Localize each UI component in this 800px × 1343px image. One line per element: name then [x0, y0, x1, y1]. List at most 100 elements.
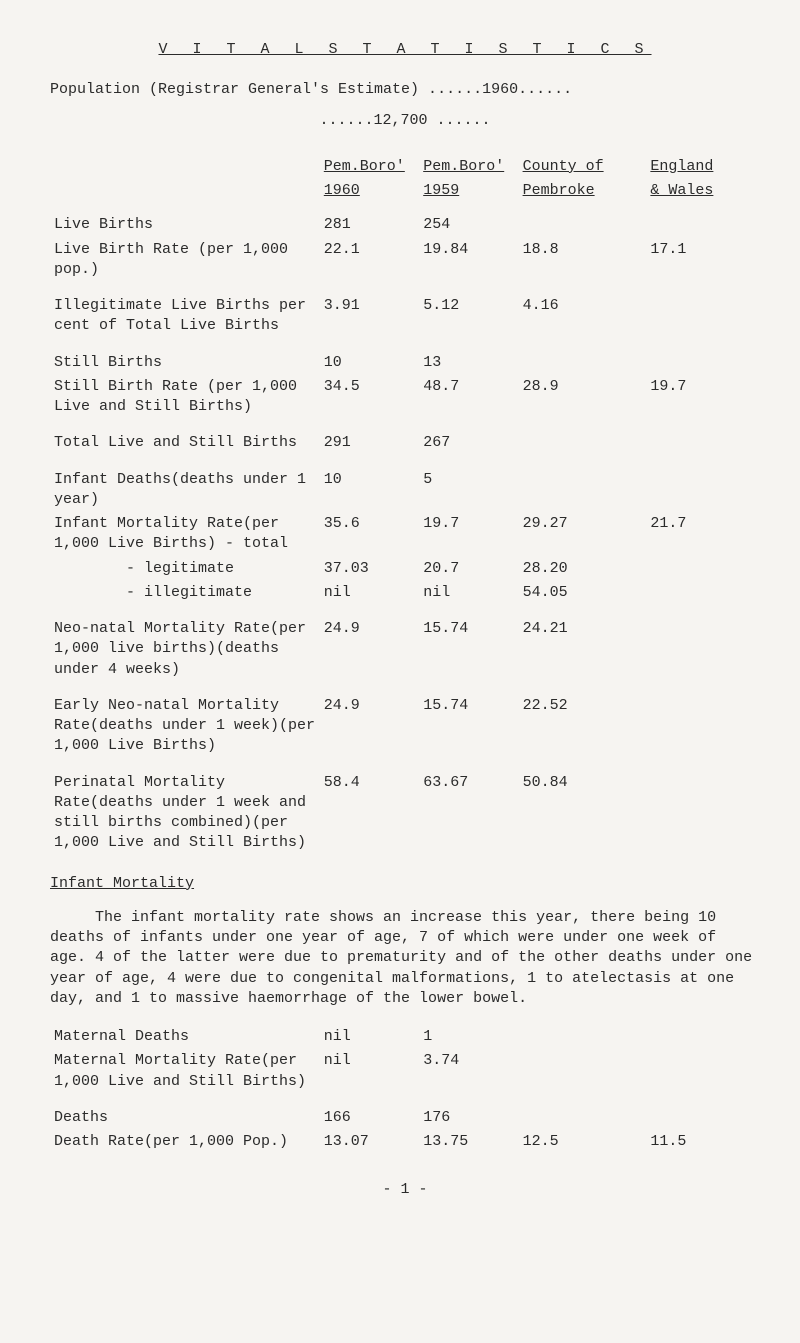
cell	[519, 1025, 647, 1049]
row-label: - illegitimate	[50, 581, 320, 605]
cell: 37.03	[320, 557, 419, 581]
cell: 21.7	[646, 512, 760, 557]
cell: 3.74	[419, 1049, 518, 1094]
table-row: - illegitimate nil nil 54.05	[50, 581, 760, 605]
population-line: ......12,700 ......	[50, 111, 760, 131]
cell: 24.9	[320, 682, 419, 759]
table-row: Total Live and Still Births 291 267	[50, 419, 760, 455]
cell: 29.27	[519, 512, 647, 557]
table-row: - legitimate 37.03 20.7 28.20	[50, 557, 760, 581]
table-row: Maternal Deaths nil 1	[50, 1025, 760, 1049]
cell: 34.5	[320, 375, 419, 420]
row-label: Infant Mortality Rate(per 1,000 Live Bir…	[50, 512, 320, 557]
cell: 10	[320, 339, 419, 375]
body-paragraph: The infant mortality rate shows an incre…	[50, 908, 760, 1009]
cell: 58.4	[320, 759, 419, 856]
cell	[646, 759, 760, 856]
row-label: Maternal Deaths	[50, 1025, 320, 1049]
cell: 35.6	[320, 512, 419, 557]
row-label: Live Births	[50, 213, 320, 237]
cell: 10	[320, 456, 419, 513]
cell: 19.7	[646, 375, 760, 420]
cell: 20.7	[419, 557, 518, 581]
row-label: - legitimate	[50, 557, 320, 581]
table-row: Still Birth Rate (per 1,000 Live and Sti…	[50, 375, 760, 420]
table-row: Live Birth Rate (per 1,000 pop.) 22.1 19…	[50, 238, 760, 283]
cell: 19.7	[419, 512, 518, 557]
header-col: & Wales	[646, 179, 760, 213]
row-label: Death Rate(per 1,000 Pop.)	[50, 1130, 320, 1154]
intro-line: Population (Registrar General's Estimate…	[50, 80, 760, 100]
cell	[519, 339, 647, 375]
cell: 63.67	[419, 759, 518, 856]
cell: 3.91	[320, 282, 419, 339]
stats-table-2: Maternal Deaths nil 1 Maternal Mortality…	[50, 1025, 760, 1154]
table-row: Early Neo-natal Mortality Rate(deaths un…	[50, 682, 760, 759]
table-row: Live Births 281 254	[50, 213, 760, 237]
cell: 18.8	[519, 238, 647, 283]
stats-table: Pem.Boro' Pem.Boro' County of England 19…	[50, 155, 760, 856]
table-row: Illegitimate Live Births per cent of Tot…	[50, 282, 760, 339]
table-row: Death Rate(per 1,000 Pop.) 13.07 13.75 1…	[50, 1130, 760, 1154]
cell: 5.12	[419, 282, 518, 339]
cell: 28.20	[519, 557, 647, 581]
cell: 13.75	[419, 1130, 518, 1154]
row-label: Still Birth Rate (per 1,000 Live and Sti…	[50, 375, 320, 420]
cell	[646, 682, 760, 759]
table-row: Infant Deaths(deaths under 1 year) 10 5	[50, 456, 760, 513]
row-label: Maternal Mortality Rate(per 1,000 Live a…	[50, 1049, 320, 1094]
row-label: Still Births	[50, 339, 320, 375]
cell: 28.9	[519, 375, 647, 420]
cell: 12.5	[519, 1130, 647, 1154]
header-col: Pem.Boro'	[320, 155, 419, 179]
page-title: V I T A L S T A T I S T I C S	[50, 40, 760, 60]
page-number: - 1 -	[50, 1180, 760, 1200]
cell: 11.5	[646, 1130, 760, 1154]
cell	[646, 605, 760, 682]
row-label: Neo-natal Mortality Rate(per 1,000 live …	[50, 605, 320, 682]
table-row: Perinatal Mortality Rate(deaths under 1 …	[50, 759, 760, 856]
cell: 48.7	[419, 375, 518, 420]
header-blank	[50, 155, 320, 179]
header-blank	[50, 179, 320, 213]
cell	[646, 213, 760, 237]
table-row: Infant Mortality Rate(per 1,000 Live Bir…	[50, 512, 760, 557]
row-label: Illegitimate Live Births per cent of Tot…	[50, 282, 320, 339]
header-col: Pembroke	[519, 179, 647, 213]
cell: 22.52	[519, 682, 647, 759]
cell	[519, 1094, 647, 1130]
cell: 4.16	[519, 282, 647, 339]
row-label: Early Neo-natal Mortality Rate(deaths un…	[50, 682, 320, 759]
row-label: Infant Deaths(deaths under 1 year)	[50, 456, 320, 513]
cell	[519, 419, 647, 455]
cell	[646, 1094, 760, 1130]
cell	[646, 557, 760, 581]
cell	[519, 1049, 647, 1094]
cell: 1	[419, 1025, 518, 1049]
cell: 19.84	[419, 238, 518, 283]
cell: 15.74	[419, 605, 518, 682]
cell: 5	[419, 456, 518, 513]
cell: 15.74	[419, 682, 518, 759]
row-label: Perinatal Mortality Rate(deaths under 1 …	[50, 759, 320, 856]
row-label: Deaths	[50, 1094, 320, 1130]
cell	[646, 581, 760, 605]
header-col: 1959	[419, 179, 518, 213]
cell: 24.21	[519, 605, 647, 682]
cell: 291	[320, 419, 419, 455]
table-row: Still Births 10 13	[50, 339, 760, 375]
cell	[646, 1049, 760, 1094]
cell: nil	[320, 1049, 419, 1094]
cell: 50.84	[519, 759, 647, 856]
cell	[646, 282, 760, 339]
cell: 13	[419, 339, 518, 375]
header-col: 1960	[320, 179, 419, 213]
table-row: Deaths 166 176	[50, 1094, 760, 1130]
cell: 24.9	[320, 605, 419, 682]
cell	[646, 339, 760, 375]
header-col: Pem.Boro'	[419, 155, 518, 179]
cell: 13.07	[320, 1130, 419, 1154]
cell	[646, 419, 760, 455]
cell: 254	[419, 213, 518, 237]
table-row: Maternal Mortality Rate(per 1,000 Live a…	[50, 1049, 760, 1094]
